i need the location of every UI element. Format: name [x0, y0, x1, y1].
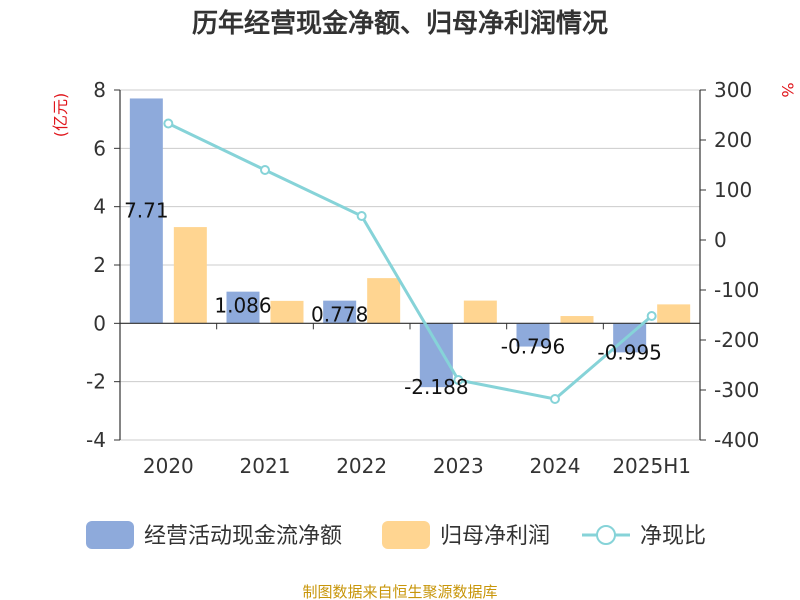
right-tick-label: -200 [714, 328, 759, 352]
left-tick-label: -4 [86, 428, 106, 452]
left-tick-label: 4 [93, 195, 106, 219]
right-tick-label: -100 [714, 278, 759, 302]
bars [129, 98, 691, 388]
right-tick-label: 100 [714, 178, 752, 202]
bar-net-profit [463, 300, 497, 324]
ratio-point [550, 394, 560, 404]
right-tick-label: 0 [714, 228, 727, 252]
bar-cashflow [613, 323, 647, 353]
ratio-point [163, 118, 174, 129]
ratio-point [646, 311, 657, 321]
x-tick-label: 2024 [530, 454, 581, 478]
ratio-point [453, 375, 464, 385]
axes: -4 -2 0 2 4 6 8 -400 -300 -200 -100 0 100 200 300 2020 2… [86, 78, 759, 478]
right-tick-label: -400 [714, 428, 759, 452]
data-label: 1.086 [214, 294, 271, 318]
bar-cashflow [129, 98, 163, 324]
ratio-point [356, 211, 367, 221]
left-tick-label: 0 [93, 311, 106, 335]
x-tick-label: 2020 [143, 454, 194, 478]
bar-cashflow [323, 300, 357, 324]
legend: 经营活动现金流净额 归母净利润 净现比 [86, 521, 706, 549]
source-note: 制图数据来自恒生聚源数据库 [302, 583, 497, 600]
legend-swatch-cashflow [86, 521, 134, 549]
legend-swatch-net-profit [382, 521, 430, 549]
right-tick-label: 200 [714, 128, 752, 152]
bar-cashflow [419, 323, 453, 388]
chart-title: 历年经营现金净额、归母净利润情况 [192, 8, 608, 39]
right-tick-label: 300 [714, 78, 752, 102]
data-label: -0.796 [501, 335, 565, 359]
bar-net-profit [657, 304, 691, 324]
left-tick-label: -2 [86, 370, 106, 394]
x-tick-label: 2022 [336, 454, 387, 478]
data-label: 0.778 [311, 303, 368, 327]
left-axis-label: (亿元) [51, 93, 70, 138]
data-label: -2.188 [404, 375, 468, 399]
bar-net-profit [270, 300, 304, 324]
legend-label-net-profit: 归母净利润 [440, 524, 550, 549]
data-label: 7.71 [124, 198, 169, 222]
data-label: -0.995 [597, 340, 661, 364]
bar-net-profit [173, 227, 207, 324]
legend-label-ratio: 净现比 [640, 524, 706, 549]
left-tick-label: 2 [93, 253, 106, 277]
x-tick-label: 2025H1 [612, 454, 691, 478]
legend-label-cashflow: 经营活动现金流净额 [144, 524, 342, 549]
x-tick-label: 2021 [240, 454, 291, 478]
ratio-point [260, 165, 270, 175]
bar-net-profit [560, 316, 594, 324]
legend-swatch-ratio-marker [596, 525, 616, 545]
left-tick-label: 8 [93, 78, 106, 102]
bar-cashflow [226, 291, 260, 324]
left-tick-label: 6 [93, 136, 106, 160]
right-axis-label: % [778, 82, 797, 97]
right-tick-label: -300 [714, 378, 759, 402]
bar-net-profit [367, 278, 401, 324]
x-tick-label: 2023 [433, 454, 484, 478]
bar-cashflow [516, 323, 550, 347]
ratio-line-path [167, 122, 653, 401]
ratio-line [163, 118, 657, 404]
data-labels: 7.71 1.086 0.778 -2.188 -0.796 -0.995 [124, 198, 662, 399]
